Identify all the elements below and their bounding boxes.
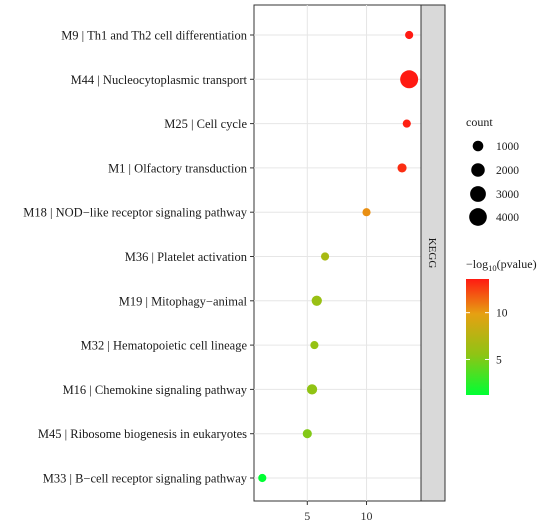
grid-lines — [254, 5, 421, 501]
size-legend-title: count — [466, 115, 493, 129]
data-point — [362, 208, 371, 217]
size-legend-label: 2000 — [496, 165, 519, 177]
color-legend-label: 10 — [496, 308, 508, 320]
category-label: M19 | Mitophagy−animal — [119, 294, 248, 308]
category-label: M18 | NOD−like receptor signaling pathwa… — [23, 206, 247, 220]
data-point — [405, 30, 414, 40]
category-label: M44 | Nucleocytoplasmic transport — [71, 73, 248, 87]
data-point — [310, 341, 319, 350]
facet-strip-label: KEGG — [426, 238, 438, 269]
size-legend: count 1000 2000 3000 4000 — [466, 115, 519, 226]
category-label: M1 | Olfactory transduction — [108, 161, 248, 175]
x-axis-ticks: 5 10 — [304, 501, 373, 523]
facet-strip — [420, 4, 446, 502]
size-legend-dot — [469, 208, 487, 226]
size-legend-dot — [470, 186, 486, 202]
data-point — [402, 119, 411, 128]
color-legend-label: 5 — [496, 354, 502, 366]
data-point — [258, 473, 267, 483]
x-tick-label: 5 — [304, 509, 310, 523]
category-label: M45 | Ribosome biogenesis in eukaryotes — [38, 427, 247, 441]
data-point — [400, 70, 419, 89]
size-legend-dot — [472, 140, 484, 152]
data-point — [302, 429, 312, 439]
size-legend-label: 3000 — [496, 189, 519, 201]
category-label: M16 | Chemokine signaling pathway — [63, 383, 248, 397]
data-point — [311, 295, 322, 306]
data-points — [258, 30, 419, 483]
color-legend-bar — [466, 279, 489, 395]
data-point — [306, 384, 318, 395]
size-legend-dot — [471, 163, 485, 177]
category-label: M25 | Cell cycle — [164, 117, 247, 131]
size-legend-label: 1000 — [496, 141, 519, 153]
size-legend-label: 4000 — [496, 212, 519, 224]
category-label: M9 | Th1 and Th2 cell differentiation — [61, 29, 248, 43]
plot-panel — [253, 4, 422, 502]
category-labels: M9 | Th1 and Th2 cell differentiation M44… — [23, 29, 254, 486]
x-tick-label: 10 — [361, 509, 373, 523]
category-label: M33 | B−cell receptor signaling pathway — [43, 472, 248, 486]
color-legend-title: −log10(pvalue) — [466, 257, 537, 273]
data-point — [320, 252, 330, 261]
category-label: M32 | Hematopoietic cell lineage — [81, 339, 248, 353]
category-label: M36 | Platelet activation — [125, 250, 248, 264]
data-point — [397, 163, 407, 173]
color-legend: −log10(pvalue) 5 10 — [466, 257, 537, 395]
